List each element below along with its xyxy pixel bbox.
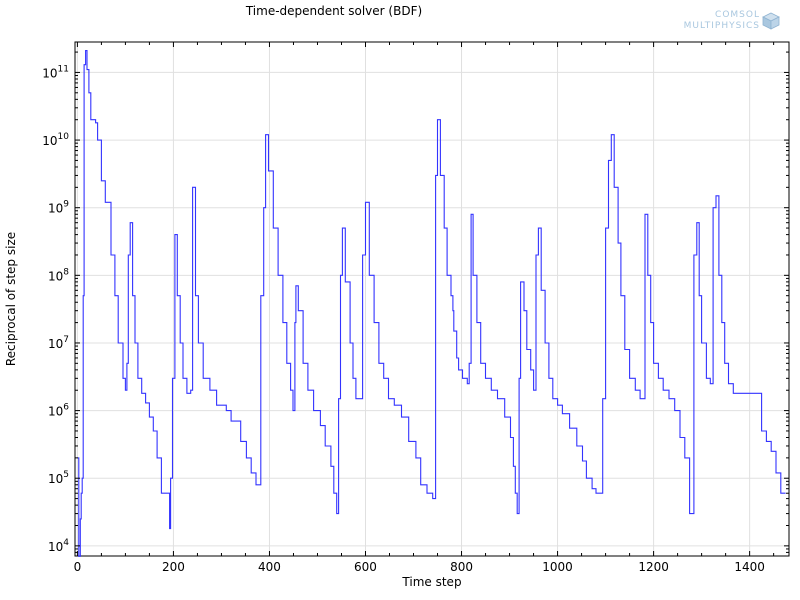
y-tick-label: 109 bbox=[48, 200, 69, 216]
x-tick-label: 0 bbox=[74, 560, 82, 574]
y-axis-ticks: 104 105 106 107 108 109 1010 1011 bbox=[42, 51, 789, 554]
cube-icon bbox=[762, 12, 780, 30]
y-axis-title: Reciprocal of step size bbox=[4, 232, 18, 366]
x-tick-label: 600 bbox=[354, 560, 377, 574]
grid bbox=[75, 42, 789, 556]
x-tick-label: 800 bbox=[450, 560, 473, 574]
chart-title: Time-dependent solver (BDF) bbox=[245, 4, 423, 18]
x-tick-label: 1200 bbox=[638, 560, 669, 574]
comsol-logo: COMSOL MULTIPHYSICS bbox=[668, 10, 786, 36]
logo-line1: COMSOL bbox=[715, 10, 760, 20]
y-tick-label: 104 bbox=[48, 538, 69, 554]
x-tick-label: 1400 bbox=[734, 560, 765, 574]
x-tick-label: 200 bbox=[162, 560, 185, 574]
x-axis-ticks: 0 200 400 600 800 1000 1200 1400 bbox=[74, 42, 775, 574]
y-tick-label: 106 bbox=[48, 403, 69, 419]
y-tick-label: 107 bbox=[48, 335, 69, 351]
y-tick-label: 1010 bbox=[42, 132, 69, 148]
x-tick-label: 400 bbox=[258, 560, 281, 574]
x-axis-title: Time step bbox=[401, 575, 461, 589]
y-tick-label: 108 bbox=[48, 267, 69, 283]
series-layer bbox=[77, 50, 786, 557]
y-tick-label: 1011 bbox=[42, 64, 69, 80]
plot-frame bbox=[74, 41, 790, 557]
series-line bbox=[77, 50, 786, 557]
logo-text: COMSOL MULTIPHYSICS bbox=[668, 10, 760, 32]
logo-line2: MULTIPHYSICS bbox=[683, 21, 760, 31]
y-tick-label: 105 bbox=[48, 470, 69, 486]
x-tick-label: 1000 bbox=[542, 560, 573, 574]
